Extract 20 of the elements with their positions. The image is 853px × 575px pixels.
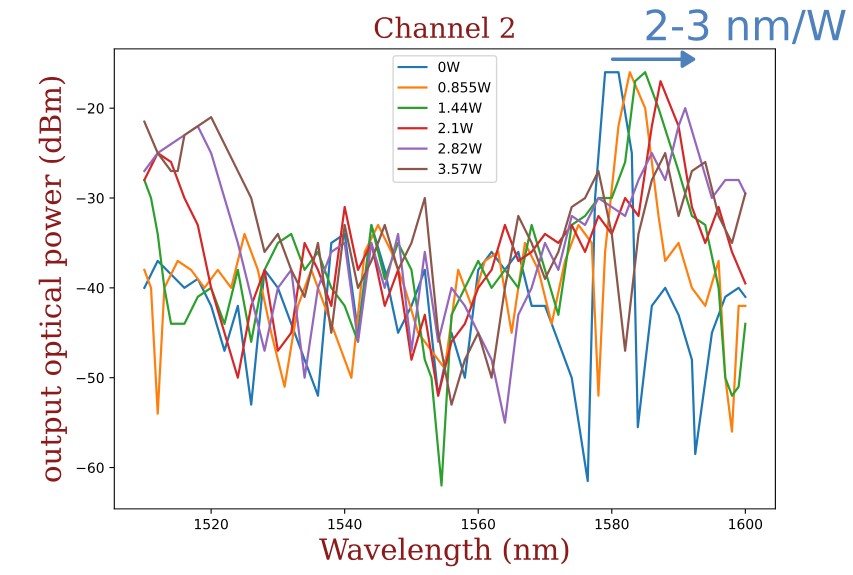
- y-tick-label: −50: [76, 372, 104, 384]
- y-tick-label: −20: [76, 103, 104, 114]
- legend-label: 2.82W: [438, 143, 482, 154]
- chart-title: Channel 2: [374, 16, 514, 38]
- x-tick-label: 1600: [729, 518, 762, 530]
- x-tick-label: 1560: [462, 518, 495, 530]
- legend-label: 3.57W: [438, 164, 482, 174]
- x-tick-label: 1580: [596, 518, 629, 530]
- y-tick-label: −40: [76, 282, 104, 294]
- legend-label: 0.855W: [438, 82, 491, 93]
- legend-label: 2.1W: [438, 122, 473, 134]
- legend-label: 0W: [438, 62, 460, 72]
- x-tick-label: 1520: [194, 518, 228, 530]
- text: 2-3 nm/W: [646, 9, 846, 44]
- y-axis-title: output optical power (dBm): [38, 77, 67, 482]
- y-tick-label: −60: [76, 462, 104, 474]
- x-tick-label: 1540: [328, 518, 362, 530]
- x-axis-title: Wavelength (nm): [319, 538, 568, 566]
- legend-label: 1.44W: [439, 102, 482, 113]
- y-tick-label: −30: [76, 192, 104, 204]
